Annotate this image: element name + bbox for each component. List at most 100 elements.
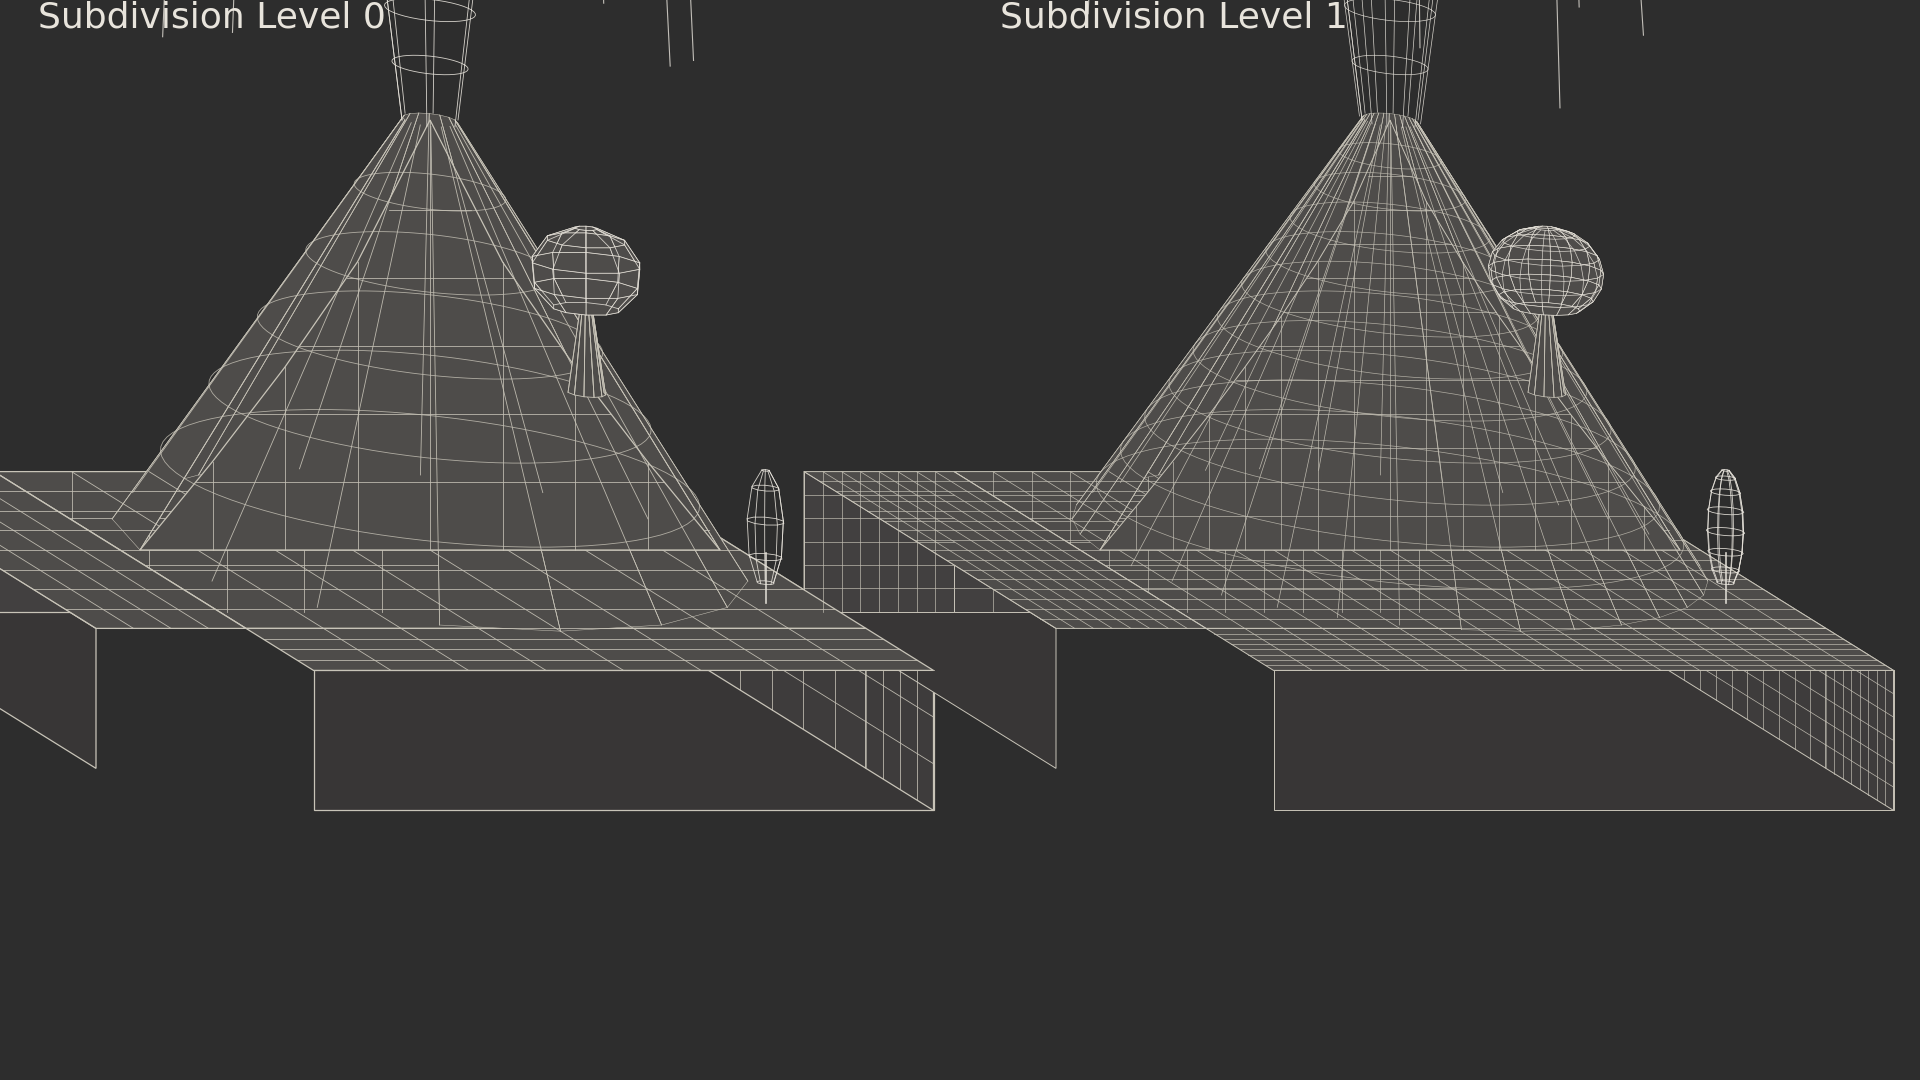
Polygon shape [1517, 227, 1536, 231]
Polygon shape [1501, 298, 1521, 311]
Polygon shape [1415, 124, 1703, 607]
Polygon shape [563, 230, 586, 247]
Polygon shape [1488, 266, 1494, 285]
Polygon shape [1596, 274, 1603, 293]
Polygon shape [547, 227, 576, 241]
Polygon shape [1826, 629, 1893, 810]
Polygon shape [1576, 301, 1594, 313]
Polygon shape [586, 279, 618, 305]
Polygon shape [1413, 121, 1670, 561]
Polygon shape [1582, 281, 1599, 298]
Polygon shape [1380, 113, 1442, 483]
Polygon shape [618, 288, 637, 313]
Polygon shape [1260, 113, 1384, 471]
Polygon shape [568, 302, 584, 395]
Polygon shape [1580, 240, 1597, 256]
Polygon shape [1553, 230, 1572, 239]
Polygon shape [1519, 228, 1538, 235]
Polygon shape [1574, 472, 1826, 768]
Polygon shape [593, 230, 624, 247]
Polygon shape [442, 126, 580, 631]
Polygon shape [1121, 113, 1371, 483]
Polygon shape [1542, 239, 1559, 252]
Polygon shape [532, 256, 534, 288]
Polygon shape [1206, 629, 1893, 671]
Polygon shape [1569, 305, 1588, 315]
Polygon shape [614, 472, 866, 768]
Polygon shape [440, 116, 647, 518]
Polygon shape [1551, 303, 1565, 396]
Polygon shape [1501, 259, 1523, 279]
Polygon shape [1528, 259, 1551, 275]
Polygon shape [1409, 118, 1649, 535]
Polygon shape [1534, 303, 1546, 396]
Polygon shape [1549, 289, 1567, 305]
Polygon shape [563, 226, 586, 233]
Polygon shape [1523, 249, 1542, 266]
Polygon shape [1555, 239, 1574, 252]
Polygon shape [1501, 231, 1519, 243]
Polygon shape [547, 228, 580, 245]
Polygon shape [624, 241, 639, 269]
Polygon shape [1526, 238, 1544, 251]
Text: Subdivision Level 1: Subdivision Level 1 [1000, 1, 1348, 35]
Polygon shape [1417, 121, 1709, 581]
Polygon shape [1559, 230, 1580, 240]
Polygon shape [1488, 248, 1498, 266]
Polygon shape [447, 123, 639, 600]
Polygon shape [111, 118, 405, 550]
Polygon shape [1561, 292, 1582, 307]
Polygon shape [1503, 233, 1524, 246]
Polygon shape [1567, 278, 1588, 295]
Polygon shape [1490, 278, 1503, 295]
Polygon shape [1405, 125, 1571, 611]
Polygon shape [1528, 245, 1551, 260]
Polygon shape [532, 253, 555, 282]
Polygon shape [532, 235, 547, 262]
Polygon shape [804, 472, 1206, 629]
Polygon shape [0, 472, 614, 611]
Polygon shape [1578, 298, 1594, 311]
Polygon shape [547, 226, 580, 235]
Polygon shape [553, 253, 586, 279]
Polygon shape [597, 228, 624, 245]
Polygon shape [1273, 671, 1893, 810]
Polygon shape [1536, 226, 1548, 228]
Polygon shape [591, 303, 605, 396]
Polygon shape [586, 226, 611, 235]
Polygon shape [1548, 228, 1567, 238]
Polygon shape [1574, 233, 1590, 246]
Polygon shape [1415, 120, 1680, 555]
Polygon shape [1405, 126, 1622, 630]
Polygon shape [1492, 240, 1503, 256]
Polygon shape [1580, 264, 1597, 281]
Polygon shape [1413, 125, 1688, 618]
Polygon shape [588, 303, 603, 397]
Polygon shape [1549, 235, 1571, 248]
Polygon shape [1496, 243, 1513, 259]
Polygon shape [442, 126, 662, 631]
Polygon shape [1319, 113, 1390, 475]
Polygon shape [1404, 125, 1561, 616]
Polygon shape [1521, 264, 1542, 281]
Polygon shape [954, 472, 1574, 611]
Polygon shape [1158, 113, 1375, 475]
Polygon shape [586, 253, 618, 282]
Polygon shape [1396, 126, 1521, 631]
Polygon shape [1559, 251, 1580, 266]
Polygon shape [1548, 226, 1559, 230]
Polygon shape [1494, 246, 1511, 262]
Polygon shape [1526, 226, 1542, 228]
Polygon shape [1588, 289, 1601, 305]
Polygon shape [1532, 228, 1549, 235]
Polygon shape [534, 288, 566, 313]
Polygon shape [1549, 260, 1572, 278]
Polygon shape [211, 123, 420, 607]
Polygon shape [300, 113, 430, 475]
Polygon shape [1549, 246, 1572, 262]
Polygon shape [1509, 274, 1532, 289]
Polygon shape [453, 120, 720, 561]
Polygon shape [1500, 292, 1515, 307]
Polygon shape [1592, 285, 1601, 301]
Polygon shape [1582, 279, 1597, 295]
